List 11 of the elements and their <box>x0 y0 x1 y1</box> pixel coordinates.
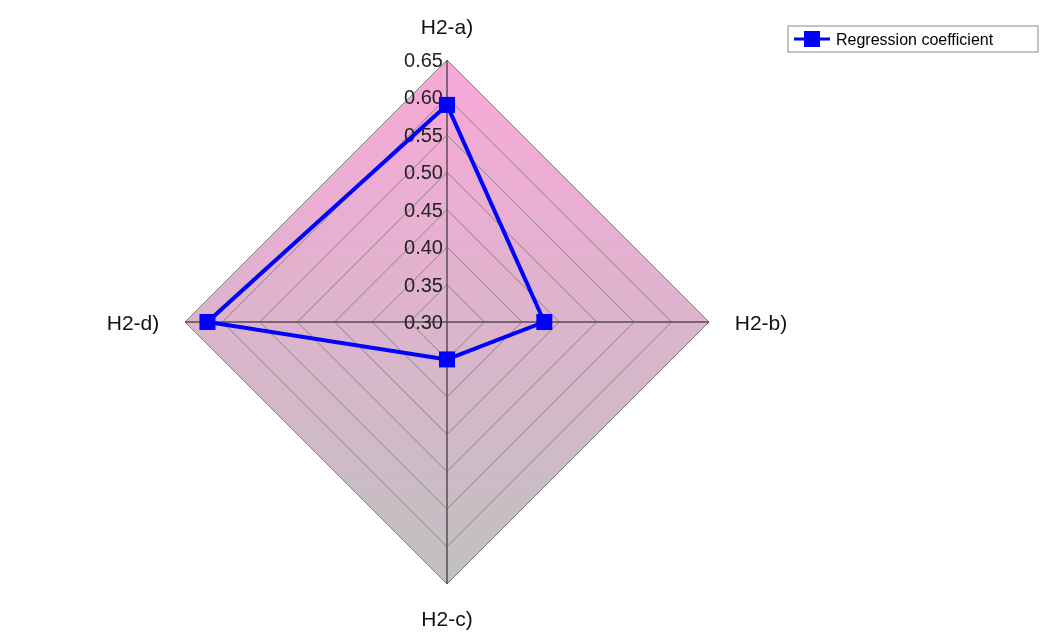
legend-label: Regression coefficient <box>836 31 994 48</box>
y-tick-label: 0.35 <box>404 273 443 296</box>
spoke-label: H2-c) <box>421 607 473 630</box>
spoke-label: H2-d) <box>106 311 160 334</box>
y-tick-label: 0.45 <box>404 198 443 221</box>
y-tick-label: 0.65 <box>404 49 443 71</box>
y-tick-label: 0.40 <box>404 236 443 259</box>
y-tick-label: 0.30 <box>404 311 443 333</box>
spoke-label: H2-a) <box>420 15 474 38</box>
y-tick-label: 0.50 <box>404 161 443 184</box>
spoke-label: H2-b) <box>734 311 788 334</box>
